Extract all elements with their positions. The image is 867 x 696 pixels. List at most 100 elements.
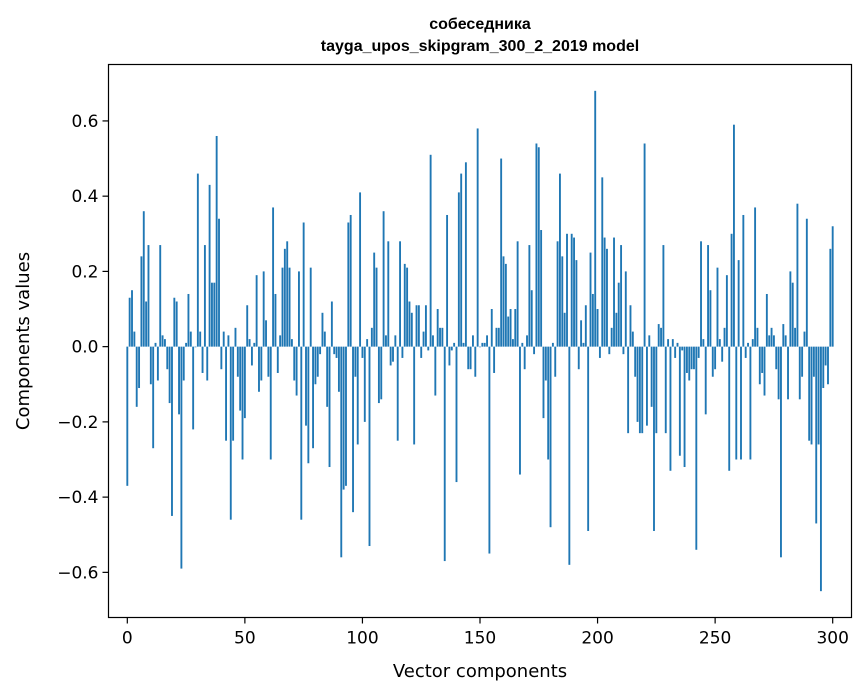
bar-component-223	[650, 346, 653, 407]
bar-component-80	[314, 346, 317, 385]
bar-component-289	[805, 218, 808, 347]
y-tick-label: 0.2	[71, 262, 98, 282]
bar-component-241	[693, 346, 695, 370]
bar-component-87	[330, 301, 333, 347]
bar-component-279	[782, 324, 785, 347]
bar-component-204	[606, 248, 608, 347]
bar-component-224	[653, 346, 655, 531]
bar-component-171	[528, 245, 531, 347]
bar-component-253	[721, 346, 724, 362]
bar-component-244	[700, 241, 702, 347]
x-tick-label: 200	[581, 629, 613, 649]
bar-component-128	[427, 346, 430, 351]
x-tick-label: 0	[122, 629, 133, 649]
bar-component-68	[286, 241, 289, 347]
bar-component-136	[446, 214, 449, 347]
y-tick-label: −0.4	[57, 488, 98, 508]
bar-component-56	[258, 346, 260, 392]
bar-component-194	[582, 342, 585, 347]
bar-component-229	[664, 346, 667, 434]
bar-component-7	[142, 211, 145, 347]
bar-component-16	[163, 339, 166, 347]
bar-component-66	[281, 267, 284, 347]
bar-component-30	[196, 173, 199, 347]
bar-component-266	[751, 339, 754, 347]
bar-component-295	[819, 346, 822, 592]
bar-component-74	[300, 346, 303, 520]
bar-component-116	[399, 241, 401, 347]
bar-component-78	[309, 267, 312, 347]
bar-component-188	[568, 346, 571, 565]
bar-component-164	[511, 339, 514, 347]
bar-component-100	[361, 346, 364, 358]
bar-component-246	[704, 346, 707, 415]
bar-component-262	[742, 214, 745, 347]
y-axis-ticks: −0.6 −0.4 −0.2 0.0 0.2 0.4 0.6	[57, 112, 109, 583]
bar-component-201	[598, 346, 601, 358]
bar-component-44	[229, 346, 232, 520]
bar-component-202	[601, 177, 604, 347]
bar-component-40	[220, 346, 223, 370]
bar-component-62	[272, 207, 275, 347]
bar-component-20	[173, 297, 176, 347]
bar-component-13	[156, 346, 159, 381]
bar-component-287	[801, 346, 804, 377]
bar-component-179	[547, 346, 550, 460]
bar-component-55	[255, 275, 258, 347]
bar-component-162	[507, 316, 510, 347]
bar-component-122	[413, 346, 416, 445]
bar-component-186	[563, 312, 566, 347]
bar-component-104	[370, 327, 373, 347]
bar-component-161	[504, 263, 507, 347]
bar-component-215	[631, 331, 634, 347]
bar-component-265	[749, 346, 752, 460]
bar-component-119	[406, 267, 409, 347]
bar-component-43	[227, 335, 230, 347]
bar-component-207	[613, 237, 615, 347]
bar-component-135	[443, 346, 446, 562]
bar-component-170	[526, 335, 528, 347]
bar-component-70	[290, 339, 293, 347]
bar-component-90	[337, 346, 340, 392]
bar-component-61	[269, 346, 272, 460]
bar-component-12	[154, 342, 157, 347]
bar-component-297	[824, 346, 827, 366]
bar-component-234	[676, 342, 679, 347]
bar-component-181	[551, 342, 554, 347]
bar-component-64	[276, 346, 279, 373]
bar-component-129	[429, 154, 432, 347]
x-tick-label: 50	[234, 629, 256, 649]
bar-component-280	[784, 335, 787, 347]
bar-component-95	[349, 214, 352, 347]
bar-component-283	[791, 282, 794, 347]
bar-component-11	[152, 346, 155, 449]
bar-component-231	[669, 346, 672, 471]
bar-component-236	[681, 346, 684, 351]
bar-component-285	[796, 203, 799, 347]
bar-component-284	[794, 327, 797, 347]
bar-component-124	[417, 305, 420, 347]
bar-component-278	[780, 346, 782, 558]
bar-component-213	[627, 346, 630, 434]
bar-component-57	[260, 346, 263, 381]
bar-component-180	[549, 346, 552, 528]
bar-component-14	[159, 245, 162, 347]
bar-component-148	[474, 346, 477, 377]
bar-component-267	[754, 207, 757, 347]
bar-component-248	[709, 290, 712, 347]
bar-component-245	[702, 339, 705, 347]
bar-component-175	[537, 147, 540, 347]
bar-component-132	[436, 309, 439, 347]
bar-component-142	[460, 173, 463, 347]
bar-component-88	[333, 346, 336, 355]
bar-component-176	[540, 230, 543, 347]
bar-component-127	[424, 305, 427, 347]
chart-subtitle: tayga_upos_skipgram_300_2_2019 model	[321, 38, 639, 55]
bar-component-73	[298, 271, 300, 347]
bar-component-65	[279, 335, 282, 347]
bar-component-139	[453, 342, 456, 347]
bar-component-203	[603, 237, 606, 347]
bar-component-271	[763, 346, 766, 396]
bar-component-172	[530, 290, 533, 347]
